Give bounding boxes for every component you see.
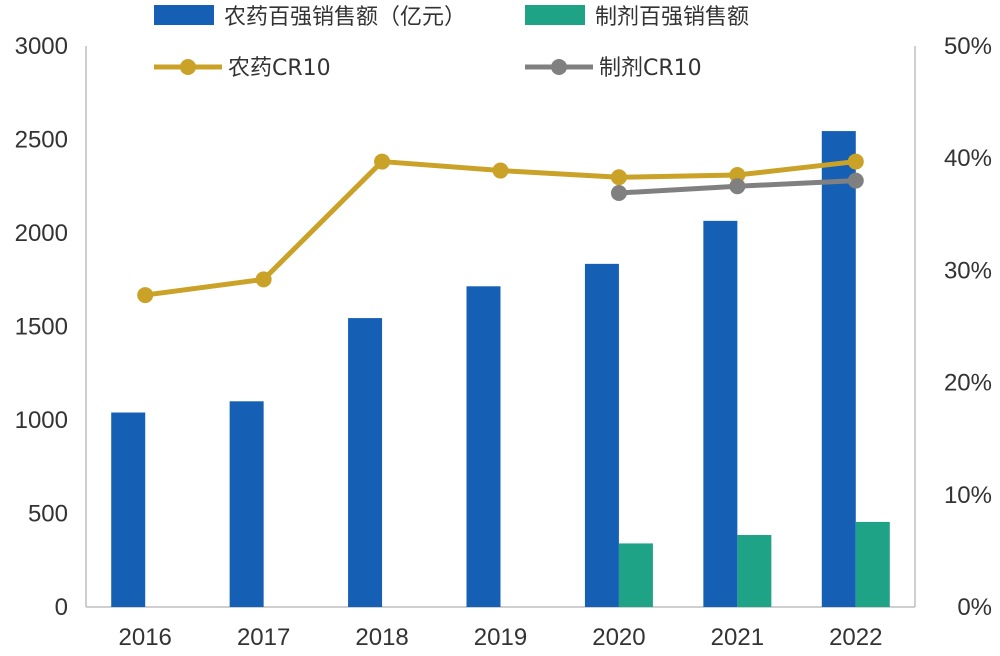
y-left-tick-label: 1500 <box>15 314 68 341</box>
pesticide-sales-bar <box>703 220 738 607</box>
pesticide-cr10-point <box>729 167 746 184</box>
x-tick-label: 2020 <box>592 624 645 651</box>
y-right-tick-label: 20% <box>944 370 992 397</box>
pesticide-sales-bar <box>466 286 501 607</box>
formulation-sales-bar <box>737 535 772 607</box>
pesticide-sales-bar <box>111 412 146 607</box>
legend-formulation-sales-label: 制剂百强销售额 <box>595 5 749 30</box>
y-right-tick-label: 10% <box>944 482 992 509</box>
pesticide-cr10-point <box>847 153 864 170</box>
legend-pesticide-cr10-label: 农药CR10 <box>228 56 331 81</box>
legend-pesticide-cr10-swatch-marker <box>180 59 196 75</box>
legend-pesticide-sales-swatch <box>154 5 214 25</box>
pesticide-sales-bar <box>821 131 856 607</box>
pesticide-cr10-point <box>610 169 627 186</box>
y-left-tick-label: 0 <box>55 594 68 621</box>
y-left-tick-label: 1000 <box>15 407 68 434</box>
x-tick-label: 2016 <box>119 624 172 651</box>
formulation-cr10-point <box>729 178 746 195</box>
y-right-tick-label: 0% <box>957 594 992 621</box>
pesticide-sales-bar <box>229 401 264 607</box>
legend-pesticide-sales-label: 农药百强销售额（亿元） <box>224 5 466 30</box>
pesticide-cr10-point <box>137 287 154 304</box>
formulation-sales-bar <box>855 521 890 607</box>
y-right-tick-label: 30% <box>944 257 992 284</box>
y-left-tick-label: 2500 <box>15 127 68 154</box>
x-tick-label: 2022 <box>829 624 882 651</box>
formulation-sales-bar <box>618 543 653 607</box>
pesticide-cr10-point <box>255 271 272 288</box>
legend-formulation-cr10-swatch-marker <box>551 59 567 75</box>
x-tick-label: 2021 <box>711 624 764 651</box>
pesticide-cr10-line <box>144 159 857 298</box>
y-left-tick-label: 3000 <box>15 33 68 60</box>
legend-formulation-sales-swatch <box>525 5 585 25</box>
y-right-tick-label: 40% <box>944 145 992 172</box>
x-tick-label: 2017 <box>237 624 290 651</box>
y-left-tick-label: 500 <box>28 501 68 528</box>
x-tick-label: 2018 <box>355 624 408 651</box>
y-left-tick-label: 2000 <box>15 220 68 247</box>
pesticide-sales-bar <box>348 318 383 607</box>
formulation-cr10-point <box>847 172 864 189</box>
x-tick-label: 2019 <box>474 624 527 651</box>
legend-formulation-cr10-label: 制剂CR10 <box>599 56 702 81</box>
formulation-cr10-point <box>610 184 627 201</box>
pesticide-cr10-point <box>492 162 509 179</box>
pesticide-cr10-point <box>374 153 391 170</box>
pesticide-sales-bar <box>584 263 619 607</box>
y-right-tick-label: 50% <box>944 33 992 60</box>
